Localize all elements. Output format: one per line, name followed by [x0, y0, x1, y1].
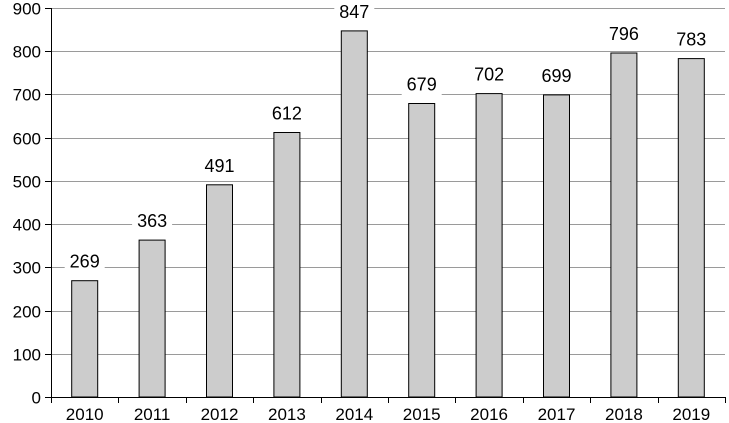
data-label-2010: 269 — [70, 252, 100, 272]
x-tick-label-2013: 2013 — [268, 405, 306, 423]
y-tick-label-900: 900 — [13, 0, 41, 19]
data-label-2014: 847 — [339, 2, 369, 22]
data-label-bg-2010 — [64, 250, 105, 273]
bar-2011 — [138, 239, 166, 398]
bars — [71, 30, 705, 398]
data-labels: 269 363 491 612 847 679 702 699 796 783 — [64, 0, 712, 273]
data-label-2018: 796 — [609, 24, 639, 44]
data-label-bg-2018 — [603, 23, 644, 45]
data-label-2017: 699 — [541, 66, 571, 86]
x-tick-label-2012: 2012 — [201, 405, 239, 423]
x-tick-label-2019: 2019 — [672, 405, 710, 423]
x-tick-label-2015: 2015 — [403, 405, 441, 423]
bar-2017 — [543, 94, 570, 398]
data-label-bg-2013 — [266, 102, 307, 125]
x-tick-label-2018: 2018 — [605, 405, 643, 423]
x-tick-label-2010: 2010 — [66, 405, 104, 423]
y-tick-labels: 0 100 200 300 400 500 600 700 800 900 — [13, 0, 41, 408]
y-tick-label-100: 100 — [13, 346, 41, 365]
data-label-bg-2017 — [536, 64, 577, 87]
x-tick-label-2016: 2016 — [470, 405, 508, 423]
y-tick-label-0: 0 — [32, 389, 41, 408]
y-tick-label-500: 500 — [13, 173, 41, 192]
y-tick-label-400: 400 — [13, 216, 41, 235]
data-label-2019: 783 — [676, 30, 706, 50]
x-tick-labels: 2010 2011 2012 2013 2014 2015 2016 2017 2018 2019 — [66, 405, 710, 423]
bar-2013 — [273, 132, 301, 398]
data-label-bg-2015 — [401, 73, 442, 96]
x-tick-label-2014: 2014 — [335, 405, 373, 423]
y-tick-label-800: 800 — [13, 43, 41, 62]
x-tick-label-2011: 2011 — [134, 405, 171, 423]
data-label-bg-2014 — [334, 0, 375, 23]
y-tick-label-700: 700 — [13, 86, 41, 105]
bar-2015 — [408, 103, 436, 398]
bar-2018 — [610, 52, 638, 398]
bar-2010 — [71, 280, 99, 398]
bar-2014 — [340, 30, 368, 398]
y-tick-label-300: 300 — [13, 259, 41, 278]
bar-2019 — [677, 58, 705, 398]
y-tick-label-200: 200 — [13, 303, 41, 322]
data-label-2016: 702 — [474, 65, 504, 85]
data-label-bg-2019 — [671, 28, 712, 51]
y-tick-label-600: 600 — [13, 130, 41, 149]
bar-2012 — [206, 184, 233, 398]
data-label-bg-2011 — [132, 210, 173, 233]
data-label-2011: 363 — [137, 211, 167, 231]
axes — [45, 8, 726, 403]
data-label-2012: 491 — [204, 156, 234, 176]
x-tick-label-2017: 2017 — [538, 405, 576, 423]
data-label-2013: 612 — [272, 104, 302, 124]
data-label-bg-2012 — [199, 154, 240, 177]
data-label-2015: 679 — [407, 75, 437, 95]
bar-2016 — [475, 93, 503, 398]
data-label-bg-2016 — [469, 63, 510, 86]
